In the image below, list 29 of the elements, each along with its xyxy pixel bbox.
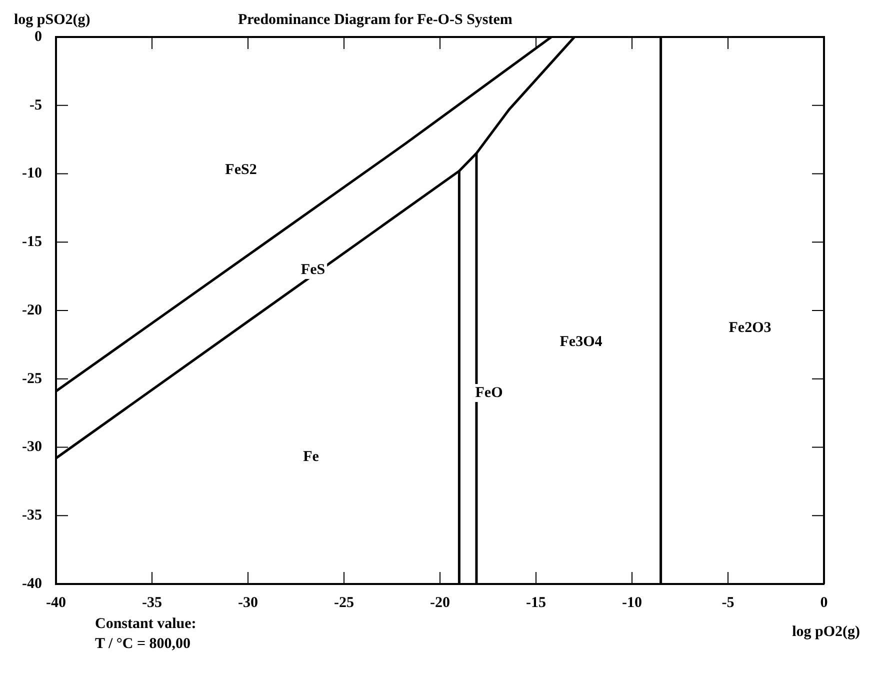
annotation: Fe3O4 [560,334,603,350]
y-tick-label: -40 [22,576,42,592]
annotation: Fe2O3 [728,320,772,336]
y-tick-label: -25 [22,370,42,387]
x-tick-label: -25 [334,594,354,611]
y-axis-title: log pSO2(g) [14,12,90,28]
y-tick-label: -30 [22,439,42,456]
x-tick-label: -5 [722,594,734,611]
y-tick-label: -5 [29,97,42,114]
annotation: FeS2 [225,162,257,178]
y-tick-label: -20 [22,302,42,318]
x-tick-label: 0 [820,594,828,611]
x-tick-label: -20 [430,594,450,611]
x-tick-label: -30 [238,594,258,611]
annotation: Fe [303,448,320,465]
y-tick-label: -10 [22,166,42,182]
y-tick-label: 0 [34,28,42,45]
y-tick-label: -35 [22,508,42,524]
x-tick-label: -40 [46,594,66,611]
chart-title: Predominance Diagram for Fe-O-S System [238,12,513,28]
x-tick-label: -10 [622,594,642,611]
text: Constant value: [95,616,196,632]
text: T / °C = 800,00 [95,636,191,652]
y-tick-label: -15 [22,234,42,250]
x-axis-title: log pO2(g) [792,624,860,640]
annotation: FeO [475,384,503,401]
x-tick-label: -15 [526,594,546,611]
annotation: FeS [300,262,326,278]
x-tick-label: -35 [142,594,162,611]
